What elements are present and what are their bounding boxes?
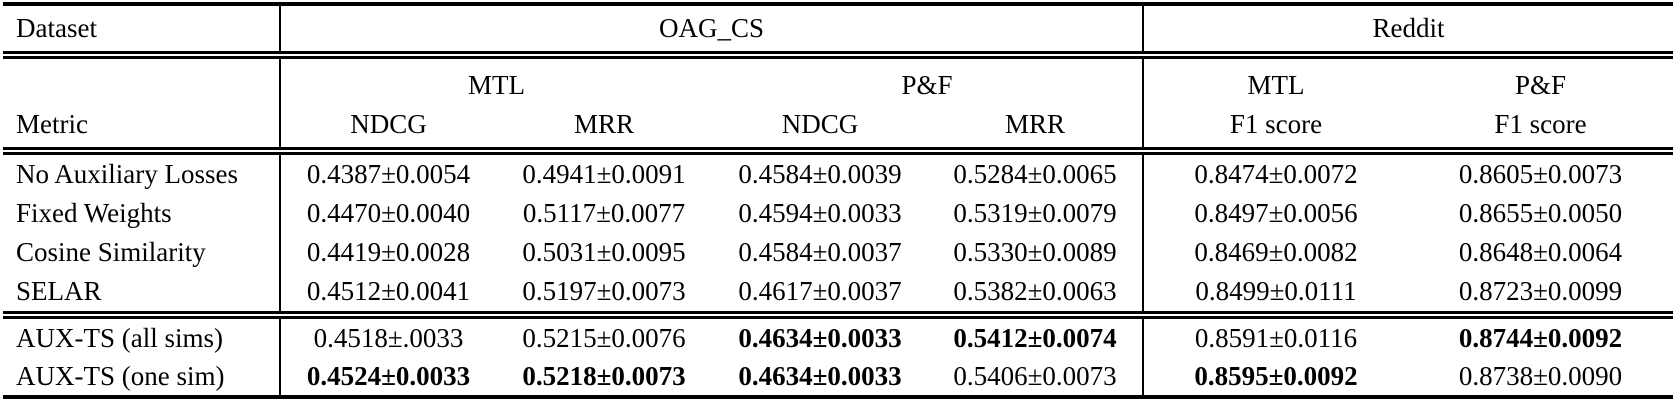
dataset-corner-label: Dataset [3,4,280,59]
metric-value-cell: 0.8723±0.0099 [1458,276,1623,306]
metric-value-cell: 0.5330±0.0089 [953,237,1117,267]
aux-ts-rows-section: AUX-TS (all sims) 0.4518±.0033 0.5215±0.00… [3,315,1674,397]
baseline-rows-section: No Auxiliary Losses 0.4387±0.0054 0.4941±0… [3,151,1673,315]
table-row: SELAR 0.4512±0.0041 0.5197±0.0073 0.4617±0.… [3,272,1673,315]
group-header-reddit: Reddit [1142,4,1674,59]
metric-value-cell: 0.8469±0.0082 [1142,233,1409,272]
empty-corner-cell [3,55,280,105]
metric-value-cell: 0.4584±0.0037 [738,237,902,267]
metric-value-cell: 0.5319±0.0079 [953,198,1117,228]
metric-value-cell: 0.4634±0.0033 [738,360,902,391]
row-label: SELAR [16,276,102,306]
group-header-oag-cs: OAG_CS [278,4,1144,59]
table-row: Cosine Similarity 0.4419±0.0028 0.5031±0.0… [3,233,1673,272]
metric-value-cell: 0.5412±0.0074 [953,322,1117,353]
metric-value-cell: 0.8605±0.0073 [1458,159,1623,189]
table-row: AUX-TS (all sims) 0.4518±.0033 0.5215±0.00… [3,315,1673,357]
dataset-header-row: Dataset OAG_CS Reddit [3,4,1674,59]
metric-value-cell: 0.5197±0.0073 [522,276,686,306]
metric-value-cell: 0.4518±.0033 [279,315,496,357]
results-table: Dataset OAG_CS Reddit MTL P&F MTL P&F Me… [3,2,1674,399]
metric-value-cell: 0.4470±0.0040 [279,194,496,233]
setting-header-pf-reddit: P&F [1515,69,1567,100]
metric-value-cell: 0.5215±0.0076 [522,322,686,353]
metric-value-cell: 0.4419±0.0028 [279,233,496,272]
metric-value-cell: 0.5218±0.0073 [522,360,686,391]
metric-value-cell: 0.4617±0.0037 [738,276,902,306]
metric-header-mrr-pf: MRR [928,105,1144,155]
setting-header-mtl-reddit: MTL [1142,55,1409,105]
metric-value-cell: 0.5406±0.0073 [953,360,1117,391]
metric-value-cell: 0.5117±0.0077 [522,198,686,228]
row-label: Cosine Similarity [16,237,206,267]
metric-value-cell: 0.8591±0.0116 [1142,315,1409,357]
metric-value-cell: 0.4584±0.0039 [738,159,902,189]
row-label: AUX-TS (all sims) [16,322,223,353]
metric-value-cell: 0.4387±0.0054 [279,151,496,194]
row-label: No Auxiliary Losses [16,159,238,189]
metric-value-cell: 0.8738±0.0090 [1458,360,1623,391]
metric-header-row: Metric NDCG MRR NDCG MRR F1 score F1 sco… [3,105,1674,155]
metric-value-cell: 0.4941±0.0091 [522,159,686,189]
table-header: Dataset OAG_CS Reddit MTL P&F MTL P&F Me… [3,4,1674,155]
table-row: No Auxiliary Losses 0.4387±0.0054 0.4941±0… [3,151,1673,194]
metric-value-cell: 0.8648±0.0064 [1458,237,1623,267]
setting-header-mtl-oag: MTL [279,55,712,105]
metric-value-cell: 0.5382±0.0063 [953,276,1117,306]
table-row: AUX-TS (one sim) 0.4524±0.0033 0.5218±0.00… [3,357,1673,397]
row-label: Fixed Weights [16,198,172,228]
row-label: AUX-TS (one sim) [16,360,225,391]
metric-header-ndcg-mtl: NDCG [279,105,496,155]
metric-value-cell: 0.8474±0.0072 [1142,151,1409,194]
metric-value-cell: 0.4524±0.0033 [279,357,496,397]
setting-header-pf-oag: P&F [901,69,953,100]
metric-header-f1-mtl: F1 score [1142,105,1409,155]
metric-header-ndcg-pf: NDCG [712,105,928,155]
metric-value-cell: 0.5031±0.0095 [522,237,686,267]
metric-corner-label: Metric [3,105,280,155]
metric-value-cell: 0.4594±0.0033 [738,198,902,228]
metric-header-mrr-mtl: MRR [496,105,712,155]
table-row: Fixed Weights 0.4470±0.0040 0.5117±0.0077 0… [3,194,1673,233]
metric-value-cell: 0.5284±0.0065 [953,159,1117,189]
metric-value-cell: 0.4512±0.0041 [279,272,496,315]
metric-header-f1-pf: F1 score [1408,105,1674,155]
metric-value-cell: 0.4634±0.0033 [738,322,902,353]
metric-value-cell: 0.8497±0.0056 [1142,194,1409,233]
metric-value-cell: 0.8744±0.0092 [1458,322,1623,353]
setting-header-row: MTL P&F MTL P&F [3,55,1673,105]
metric-value-cell: 0.8655±0.0050 [1458,198,1623,228]
metric-value-cell: 0.8595±0.0092 [1142,357,1409,397]
metric-value-cell: 0.8499±0.0111 [1142,272,1409,315]
